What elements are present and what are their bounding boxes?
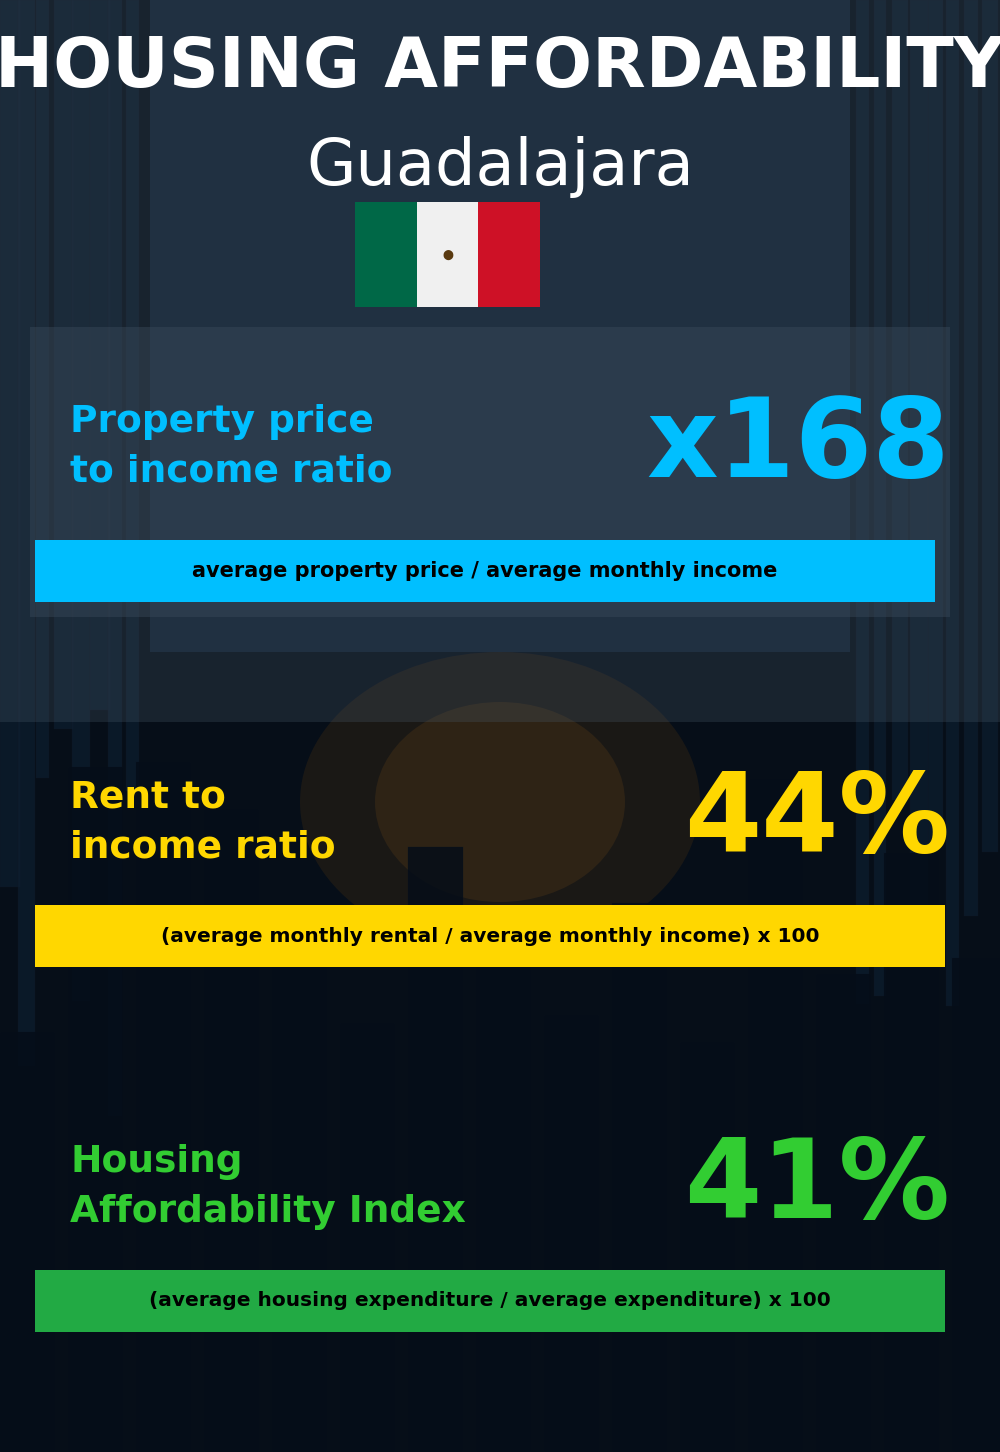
FancyBboxPatch shape [892, 0, 908, 800]
FancyBboxPatch shape [90, 0, 110, 710]
FancyBboxPatch shape [0, 0, 1000, 722]
Text: HOUSING AFFORDABILITY: HOUSING AFFORDABILITY [0, 33, 1000, 100]
Text: x168: x168 [646, 393, 950, 501]
FancyBboxPatch shape [35, 905, 945, 967]
FancyBboxPatch shape [952, 958, 1000, 1452]
Text: Rent to
income ratio: Rent to income ratio [70, 780, 336, 865]
FancyBboxPatch shape [928, 0, 943, 847]
FancyBboxPatch shape [680, 1041, 735, 1452]
FancyBboxPatch shape [982, 0, 998, 852]
FancyBboxPatch shape [36, 0, 49, 778]
FancyBboxPatch shape [478, 202, 540, 306]
FancyBboxPatch shape [272, 961, 327, 1452]
FancyBboxPatch shape [910, 0, 928, 928]
FancyBboxPatch shape [35, 540, 935, 603]
FancyBboxPatch shape [544, 1015, 599, 1452]
Text: (average monthly rental / average monthly income) x 100: (average monthly rental / average monthl… [161, 926, 819, 945]
FancyBboxPatch shape [0, 0, 20, 887]
Text: 41%: 41% [684, 1134, 950, 1240]
FancyBboxPatch shape [126, 0, 139, 791]
FancyBboxPatch shape [417, 202, 478, 306]
FancyBboxPatch shape [18, 0, 35, 1066]
FancyBboxPatch shape [150, 0, 850, 652]
Text: Housing
Affordability Index: Housing Affordability Index [70, 1144, 466, 1230]
Text: Guadalajara: Guadalajara [306, 136, 694, 197]
FancyBboxPatch shape [964, 0, 978, 916]
FancyBboxPatch shape [476, 921, 531, 1452]
FancyBboxPatch shape [946, 0, 959, 1006]
FancyBboxPatch shape [884, 854, 939, 1452]
FancyBboxPatch shape [72, 0, 90, 1000]
FancyBboxPatch shape [612, 903, 667, 1452]
FancyBboxPatch shape [68, 767, 123, 1452]
FancyBboxPatch shape [856, 0, 869, 1003]
FancyBboxPatch shape [340, 1022, 395, 1452]
Ellipse shape [300, 652, 700, 953]
FancyBboxPatch shape [54, 0, 73, 729]
FancyBboxPatch shape [0, 1032, 55, 1452]
Text: average property price / average monthly income: average property price / average monthly… [192, 560, 778, 581]
FancyBboxPatch shape [136, 762, 191, 1452]
FancyBboxPatch shape [355, 202, 417, 306]
FancyBboxPatch shape [204, 809, 259, 1452]
FancyBboxPatch shape [108, 0, 122, 1117]
Text: Property price
to income ratio: Property price to income ratio [70, 404, 392, 489]
Text: ⬤: ⬤ [442, 250, 453, 260]
Ellipse shape [375, 701, 625, 902]
FancyBboxPatch shape [30, 327, 950, 617]
FancyBboxPatch shape [748, 780, 803, 1452]
FancyBboxPatch shape [874, 0, 886, 996]
FancyBboxPatch shape [35, 1270, 945, 1331]
FancyBboxPatch shape [408, 847, 463, 1452]
Text: (average housing expenditure / average expenditure) x 100: (average housing expenditure / average e… [149, 1291, 831, 1311]
FancyBboxPatch shape [816, 974, 871, 1452]
Text: 44%: 44% [684, 768, 950, 876]
